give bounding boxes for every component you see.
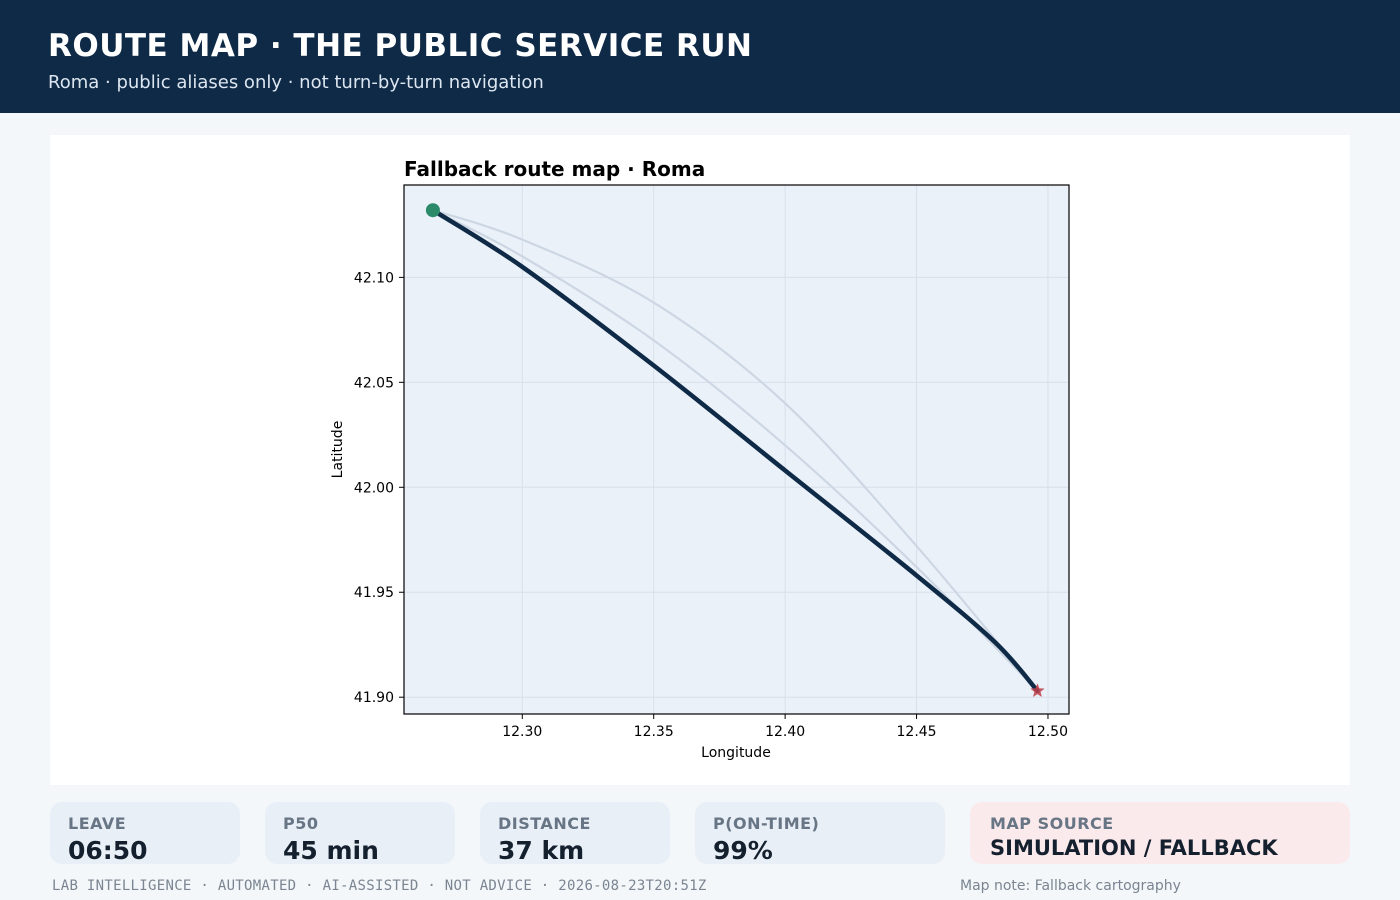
y-tick-label: 42.05 [354, 375, 394, 391]
y-tick-label: 41.90 [354, 690, 394, 706]
x-tick-label: 12.30 [502, 724, 542, 740]
page-subtitle: Roma · public aliases only · not turn-by… [48, 72, 544, 93]
origin-marker [425, 203, 440, 218]
route-markers [425, 203, 1045, 698]
map-source-value: SIMULATION / FALLBACK [990, 836, 1278, 860]
stat-on-time: P(ON-TIME) 99% [695, 802, 945, 865]
y-axis: 41.90 41.95 42.00 42.05 42.10 [354, 270, 404, 706]
page-title: ROUTE MAP · THE PUBLIC SERVICE RUN [48, 28, 753, 64]
route-map-chart: Fallback route map · Roma 12.30 12.35 12.4… [330, 157, 1070, 761]
stat-label: LEAVE [68, 814, 127, 833]
x-tick-label: 12.40 [765, 724, 805, 740]
primary-route-line [430, 207, 1040, 694]
x-tick-label: 12.35 [634, 724, 674, 740]
x-axis: 12.30 12.35 12.40 12.45 12.50 [502, 714, 1068, 740]
stat-p50: P50 45 min [265, 802, 455, 865]
x-tick-label: 12.50 [1028, 724, 1068, 740]
stat-label: DISTANCE [498, 814, 591, 833]
footer-disclaimer: LAB INTELLIGENCE · AUTOMATED · AI-ASSIST… [52, 878, 707, 894]
map-source-label: MAP SOURCE [990, 814, 1114, 833]
plot-area [404, 185, 1069, 714]
grid-lines [404, 185, 1069, 714]
x-axis-label: Longitude [701, 745, 771, 761]
destination-marker [1030, 683, 1045, 698]
stat-value: 45 min [283, 836, 379, 865]
plot-frame [403, 184, 1070, 715]
map-source-badge: MAP SOURCE SIMULATION / FALLBACK [970, 802, 1350, 864]
stat-label: P50 [283, 814, 319, 833]
stat-label: P(ON-TIME) [713, 814, 820, 833]
route-map-card: Fallback route map · Roma 12.30 12.35 12.4… [50, 135, 1350, 785]
stat-value: 06:50 [68, 836, 148, 865]
y-axis-label: Latitude [330, 421, 346, 479]
stat-distance: DISTANCE 37 km [480, 802, 670, 865]
routes [430, 207, 1040, 694]
footer-map-note: Map note: Fallback cartography [960, 878, 1181, 894]
page-header: ROUTE MAP · THE PUBLIC SERVICE RUN Roma … [0, 0, 1400, 113]
alternate-route-line [431, 209, 1039, 693]
y-tick-label: 41.95 [354, 585, 394, 601]
x-tick-label: 12.45 [897, 724, 937, 740]
alternate-route-line [431, 209, 1039, 693]
y-tick-label: 42.10 [354, 270, 394, 286]
chart-title: Fallback route map · Roma [404, 157, 705, 181]
y-tick-label: 42.00 [354, 480, 394, 496]
stat-leave: LEAVE 06:50 [50, 802, 240, 865]
stat-value: 99% [713, 836, 773, 865]
stat-value: 37 km [498, 836, 585, 865]
